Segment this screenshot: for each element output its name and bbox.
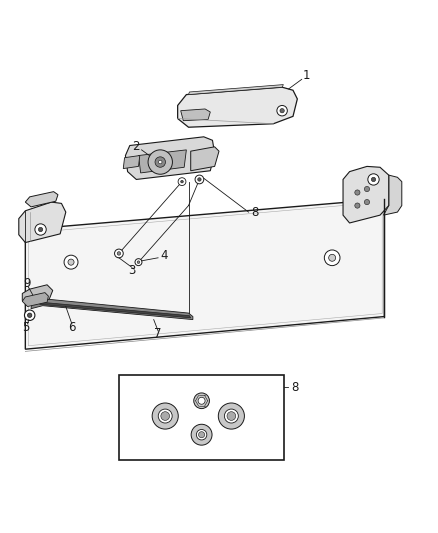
- Text: 2: 2: [133, 140, 140, 154]
- Circle shape: [155, 157, 166, 167]
- Circle shape: [364, 187, 370, 192]
- Circle shape: [196, 430, 207, 440]
- Circle shape: [355, 203, 360, 208]
- Circle shape: [68, 259, 74, 265]
- Circle shape: [198, 432, 205, 438]
- Circle shape: [364, 199, 370, 205]
- Polygon shape: [25, 192, 58, 207]
- Circle shape: [195, 175, 204, 184]
- Circle shape: [371, 177, 376, 182]
- Circle shape: [368, 174, 379, 185]
- Polygon shape: [25, 199, 385, 349]
- Circle shape: [115, 249, 123, 258]
- Polygon shape: [22, 293, 48, 306]
- Circle shape: [227, 411, 236, 421]
- Circle shape: [64, 255, 78, 269]
- Circle shape: [35, 224, 46, 235]
- Text: 6: 6: [68, 321, 76, 334]
- Polygon shape: [40, 302, 191, 318]
- Circle shape: [224, 409, 238, 423]
- Circle shape: [328, 254, 336, 261]
- Text: 5: 5: [21, 321, 29, 334]
- Polygon shape: [125, 137, 215, 180]
- Circle shape: [198, 397, 205, 404]
- Text: 9: 9: [23, 277, 30, 290]
- Circle shape: [117, 252, 120, 255]
- Text: 3: 3: [128, 264, 136, 277]
- Circle shape: [159, 160, 162, 164]
- Circle shape: [148, 150, 173, 174]
- Circle shape: [277, 106, 287, 116]
- Circle shape: [178, 177, 186, 185]
- Text: 4: 4: [161, 249, 168, 262]
- Polygon shape: [31, 298, 193, 320]
- Text: 8: 8: [291, 381, 299, 394]
- Circle shape: [218, 403, 244, 429]
- Polygon shape: [384, 175, 402, 215]
- Polygon shape: [22, 285, 53, 303]
- Polygon shape: [178, 87, 297, 127]
- Polygon shape: [138, 150, 186, 173]
- Circle shape: [198, 177, 201, 181]
- Circle shape: [355, 190, 360, 195]
- Circle shape: [39, 228, 43, 232]
- Circle shape: [280, 109, 284, 113]
- Circle shape: [135, 259, 142, 265]
- Circle shape: [181, 180, 184, 183]
- Text: 7: 7: [154, 327, 162, 341]
- Circle shape: [152, 403, 178, 429]
- Polygon shape: [188, 85, 283, 94]
- Circle shape: [191, 424, 212, 445]
- Circle shape: [25, 310, 35, 320]
- Circle shape: [28, 313, 32, 318]
- Polygon shape: [123, 156, 140, 168]
- Circle shape: [137, 261, 140, 263]
- Text: 1: 1: [302, 69, 310, 83]
- Circle shape: [158, 409, 172, 423]
- Bar: [119, 375, 284, 460]
- Polygon shape: [19, 202, 66, 243]
- Circle shape: [161, 411, 170, 421]
- Circle shape: [324, 250, 340, 265]
- Circle shape: [194, 393, 209, 409]
- Polygon shape: [343, 166, 389, 223]
- Polygon shape: [191, 147, 219, 171]
- Polygon shape: [181, 109, 210, 120]
- Text: 8: 8: [251, 206, 258, 219]
